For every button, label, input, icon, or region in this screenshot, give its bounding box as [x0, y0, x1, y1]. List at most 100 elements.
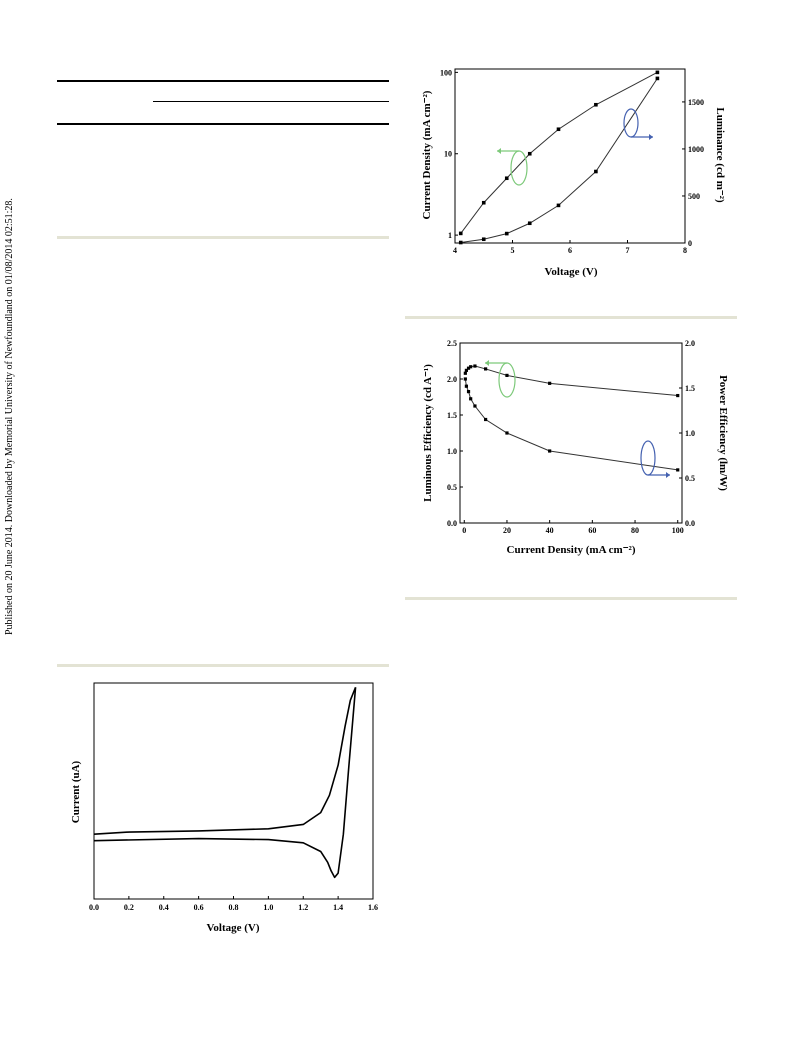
separator-left-2	[57, 664, 389, 667]
chart2-series-0-point	[463, 371, 467, 375]
chart1-series-1-point	[504, 231, 509, 236]
chart2-x-tick-label: 20	[503, 526, 511, 535]
chart2-blue-arrow-head	[666, 472, 670, 478]
chart1-y-axis-label: Current Density (mA cm⁻²)	[421, 90, 433, 219]
table-top-rule	[57, 80, 389, 82]
chart1-y2-tick-label: 0	[688, 239, 692, 248]
chart1-x-tick-label: 8	[683, 246, 687, 255]
chart2-series-0-point	[505, 373, 509, 377]
chart3-y-axis-label: Current (uA)	[70, 760, 82, 823]
chart3-x-tick-label: 1.6	[368, 903, 378, 912]
chart1-blue-arrow-head	[649, 134, 653, 140]
chart2-green-arrow-head	[485, 360, 489, 366]
chart1-series-0-point	[556, 127, 561, 132]
chart1-x-tick-label: 7	[626, 246, 630, 255]
chart1-y2-tick-label: 1000	[688, 145, 704, 154]
chart2-y-tick-label: 1.5	[447, 411, 457, 420]
chart2-series-0-point	[464, 368, 469, 372]
chart1-series-1-line	[460, 78, 658, 244]
efficiency-chart: 0 20 40 60 80 1000.00.51.01.52.02.50.00.51.01…	[422, 339, 729, 556]
chart2-y2-tick-label: 2.0	[685, 339, 695, 348]
chart2-y-tick-label: 0.5	[447, 483, 457, 492]
chart2-x-tick-label: 80	[631, 526, 639, 535]
chart1-series-0-point	[458, 231, 463, 236]
chart3-x-tick-label: 0.0	[89, 903, 99, 912]
chart2-series-0-point	[473, 364, 477, 368]
chart2-series-1-point	[676, 468, 680, 472]
chart1-series-1-point	[458, 240, 463, 245]
table-mid-rule	[153, 101, 389, 102]
chart2-series-0-point	[469, 365, 473, 369]
chart1-x-tick-label: 5	[511, 246, 515, 255]
chart1-series-0-point	[594, 102, 598, 107]
chart2-series-1-point	[469, 397, 473, 401]
chart2-x-tick-label: 60	[588, 526, 596, 535]
chart1-series-0-line	[460, 71, 658, 234]
chart3-x-tick-label: 1.0	[263, 903, 273, 912]
chart1-y-tick-label: 10	[444, 150, 452, 159]
chart1-series-1-point	[481, 237, 486, 242]
chart1-x-axis-label: Voltage (V)	[544, 266, 597, 278]
chart3-x-axis-label: Voltage (V)	[206, 922, 259, 934]
chart1-series-0-point	[481, 200, 486, 205]
chart2-series-0-point	[466, 366, 471, 370]
chart2-y-tick-label: 1.0	[447, 447, 457, 456]
separator-right-1	[405, 316, 737, 319]
chart3-x-tick-label: 1.2	[298, 903, 308, 912]
chart2-blue-arrow-ellipse	[640, 440, 656, 476]
separator-right-2	[405, 597, 737, 600]
chart3-x-tick-label: 1.4	[333, 903, 343, 912]
chart3-x-tick-label: 0.2	[124, 903, 134, 912]
chart3-series-1-line	[93, 687, 357, 879]
chart1-x-tick-label: 4	[453, 246, 457, 255]
chart3-x-tick-label: 0.4	[159, 903, 169, 912]
chart2-y2-axis-label: Power Efficiency (lm/W)	[717, 375, 729, 491]
chart2-series-0-line	[464, 365, 678, 397]
chart2-x-tick-label: 100	[672, 526, 684, 535]
chart2-y-tick-label: 0.0	[447, 519, 457, 528]
chart1-blue-arrow-ellipse	[623, 108, 639, 138]
chart1-series-1-point	[655, 76, 660, 81]
chart2-series-1-point	[484, 417, 488, 422]
chart2-x-axis-label: Current Density (mA cm⁻²)	[507, 544, 636, 556]
chart1-y-tick-label: 1	[448, 231, 452, 240]
chart1-x-tick-label: 6	[568, 246, 572, 255]
chart2-x-tick-label: 0	[462, 526, 466, 535]
chart1-frame	[454, 68, 686, 244]
chart1-series-1-point	[527, 221, 532, 226]
chart1-y2-tick-label: 1500	[688, 98, 704, 107]
chart2-green-arrow-ellipse	[498, 362, 516, 398]
cv-chart: 0.0 0.2 0.4 0.6 0.8 1.0 1.2 1.4 1.6 Voltage (V) …	[70, 682, 378, 934]
chart2-y2-tick-label: 1.0	[685, 429, 695, 438]
chart2-y-tick-label: 2.5	[447, 339, 457, 348]
chart3-x-tick-label: 0.6	[194, 903, 204, 912]
chart1-series-0-point	[527, 151, 532, 156]
chart2-series-1-point	[463, 377, 467, 381]
chart1-green-arrow-ellipse	[510, 150, 528, 186]
chart2-series-0-point	[548, 381, 552, 385]
chart1-series-0-point	[655, 70, 660, 75]
chart2-series-0-point	[676, 393, 680, 398]
chart1-series-0-point	[504, 176, 509, 181]
chart1-green-arrow-head	[497, 148, 501, 154]
chart2-y2-tick-label: 1.5	[685, 384, 695, 393]
chart2-series-0-point	[484, 367, 488, 371]
chart1-series-1-point	[556, 203, 561, 208]
chart2-y2-tick-label: 0.0	[685, 519, 695, 528]
chart2-frame	[459, 342, 683, 524]
chart2-series-1-point	[473, 404, 477, 408]
table-bottom-rule	[57, 123, 389, 125]
chart1-y2-tick-label: 500	[688, 192, 700, 201]
chart1-series-1-point	[594, 169, 598, 174]
chart3-series-0-line	[93, 687, 357, 835]
chart3-x-tick-label: 0.8	[229, 903, 239, 912]
download-note: Published on 20 June 2014. Downloaded by…	[4, 198, 15, 635]
chart2-series-1-point	[464, 384, 469, 388]
separator-left-1	[57, 236, 389, 239]
chart2-series-1-point	[505, 431, 509, 435]
chart2-y-tick-label: 2.0	[447, 375, 457, 384]
chart2-y2-tick-label: 0.5	[685, 474, 695, 483]
chart2-x-tick-label: 40	[546, 526, 554, 535]
chart1-y-tick-label: 100	[440, 68, 452, 77]
